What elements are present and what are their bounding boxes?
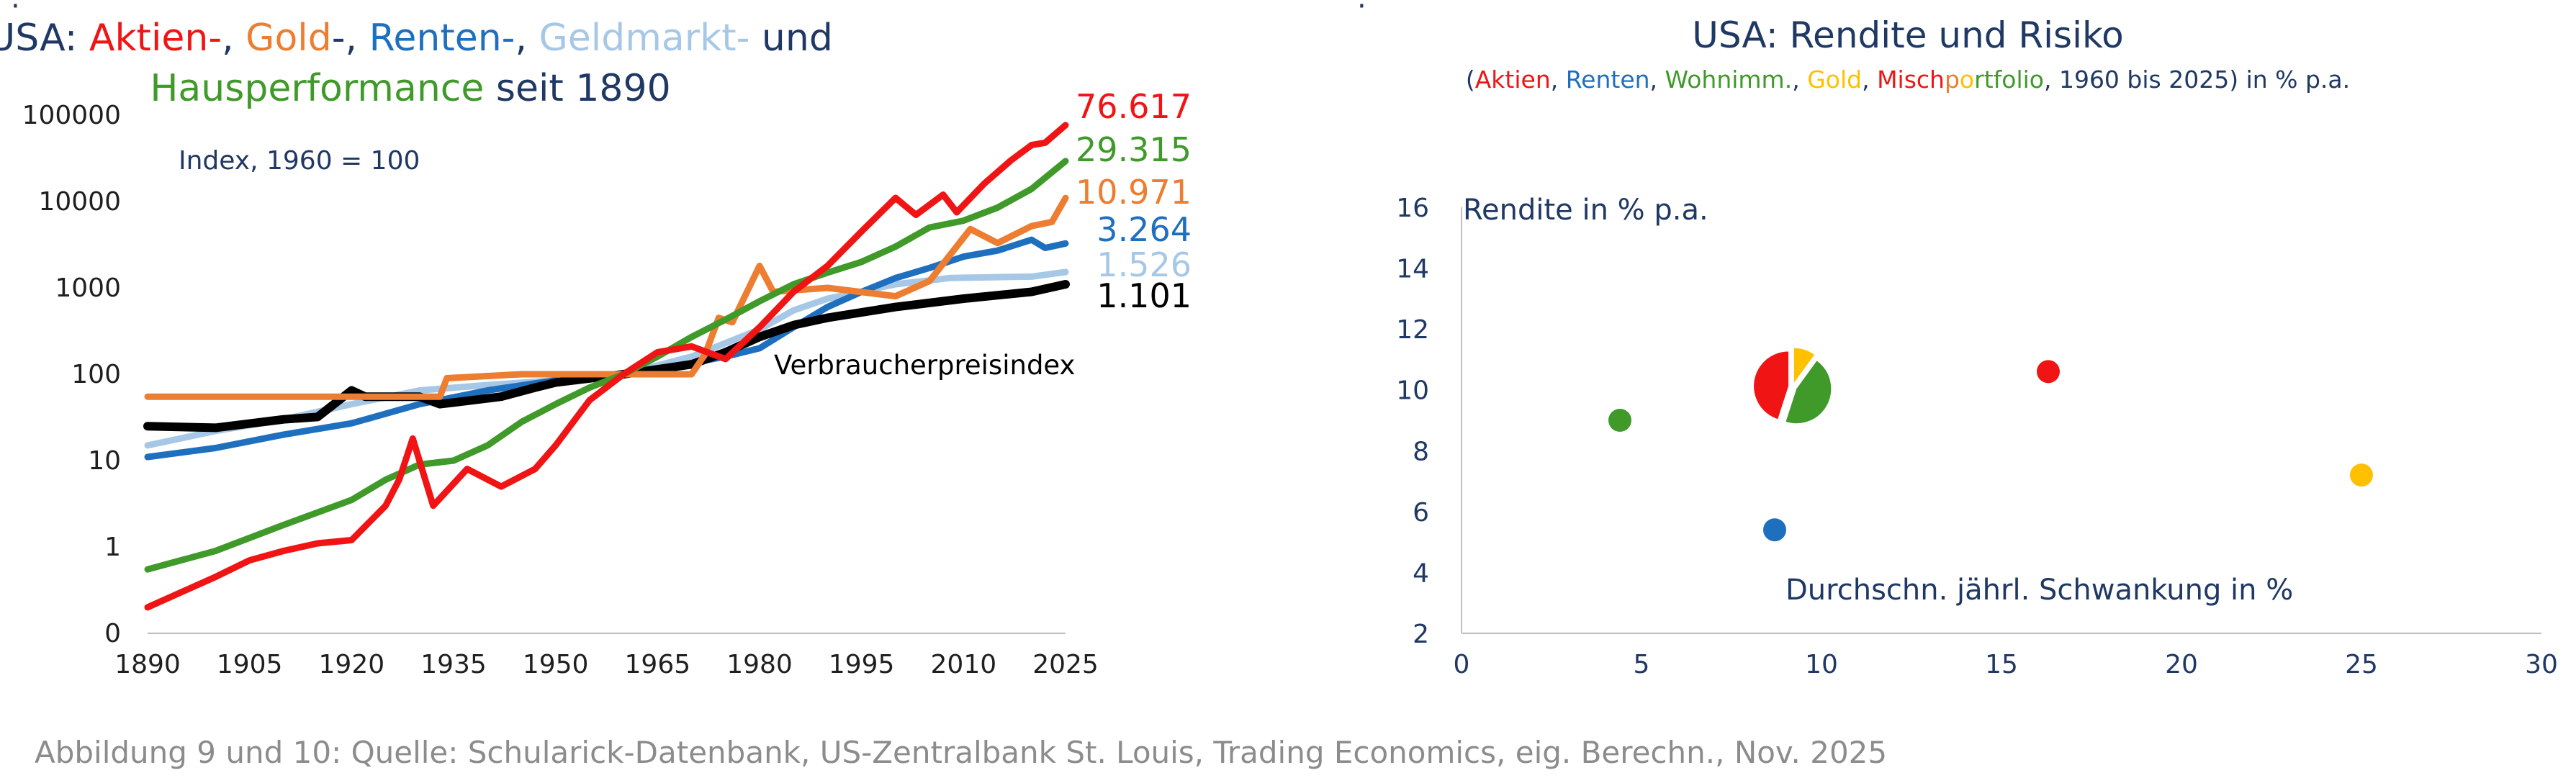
left-title-1-part-3: Gold xyxy=(246,17,332,60)
end-value-aktien: 76.617 xyxy=(1076,87,1192,126)
portfolio-slice-aktien xyxy=(1754,351,1789,420)
y-axis-label: Rendite in % p.a. xyxy=(1463,194,1708,227)
right-chart-subtitle: (Aktien, Renten, Wohnimm., Gold, Mischpo… xyxy=(1466,65,2350,94)
x-tick-label: 1995 xyxy=(829,650,895,679)
x-tick-label: 1980 xyxy=(726,650,793,679)
point-wohnimm xyxy=(1608,409,1631,432)
series-line-verbraucherpreisindex xyxy=(143,280,1070,433)
point-gold xyxy=(2350,463,2373,487)
left-chart-title-line1: USA: Aktien-, Gold-, Renten-, Geldmarkt-… xyxy=(0,17,833,60)
right-subtitle-part-2: , xyxy=(1551,65,1566,94)
x-tick-label: 2025 xyxy=(1032,650,1099,679)
right-subtitle-part-4: , xyxy=(1650,65,1665,94)
x-tick-label: 15 xyxy=(1985,650,2018,679)
x-tick-label: 5 xyxy=(1634,650,1650,679)
left-title-1-part-7: Geldmarkt- xyxy=(539,17,750,60)
left-title-1-part-6: , xyxy=(515,17,539,60)
right-subtitle-part-3: Renten xyxy=(1566,65,1650,94)
y-tick-label: 100000 xyxy=(22,101,121,130)
right-subtitle-part-12: rtfolio xyxy=(1974,65,2044,94)
left-title-1-part-1: Aktien- xyxy=(89,17,222,60)
x-tick-label: 1890 xyxy=(114,650,181,679)
y-tick-label: 1000 xyxy=(55,273,121,303)
right-subtitle-part-6: , xyxy=(1792,65,1807,94)
y-tick-label: 6 xyxy=(1413,498,1429,528)
left-title-1-part-0: USA: xyxy=(0,17,89,60)
cpi-label: Verbraucherpreisindex xyxy=(774,350,1075,381)
x-tick-label: 30 xyxy=(2525,650,2558,679)
y-tick-label: 14 xyxy=(1396,255,1429,284)
right-subtitle-part-11: o xyxy=(1960,65,1974,94)
x-tick-label: 1920 xyxy=(319,650,385,679)
series-line-renten xyxy=(144,236,1069,461)
corner-dot-left: · xyxy=(11,0,20,23)
x-axis-label: Durchschn. jährl. Schwankung in % xyxy=(1785,574,2293,607)
end-value-verbraucherpreisindex: 1.101 xyxy=(1096,276,1192,315)
series-line-wohnimmobilien xyxy=(144,158,1069,573)
right-subtitle-part-10: p xyxy=(1945,65,1960,94)
right-subtitle-part-9: Misch xyxy=(1877,65,1945,94)
y-tick-label: 8 xyxy=(1413,437,1429,466)
x-tick-label: 1965 xyxy=(625,650,691,679)
y-tick-label: 10 xyxy=(88,446,121,476)
y-tick-label: 10000 xyxy=(38,187,121,217)
series-line-gold xyxy=(144,194,1069,400)
x-tick-label: 1935 xyxy=(420,650,487,679)
index-annotation: Index, 1960 = 100 xyxy=(179,146,420,176)
portfolio-slice-gold xyxy=(1793,348,1815,383)
x-tick-label: 10 xyxy=(1805,650,1838,679)
y-tick-label: 16 xyxy=(1396,194,1429,223)
right-subtitle-part-8: , xyxy=(1862,65,1877,94)
series-line-aktien xyxy=(144,122,1069,611)
x-tick-label: 1905 xyxy=(217,650,283,679)
line-chart: · USA: Aktien-, Gold-, Renten-, Geldmark… xyxy=(0,0,1192,679)
corner-dot-right: · xyxy=(1357,0,1366,23)
right-subtitle-part-7: Gold xyxy=(1807,65,1862,94)
right-subtitle-part-1: Aktien xyxy=(1475,65,1551,94)
end-value-wohnimmobilien: 29.315 xyxy=(1076,130,1192,169)
left-title-1-part-8: und xyxy=(749,17,832,60)
portfolio-slice-wohnimm xyxy=(1785,361,1832,424)
left-title-2-part-0: Hausperformance xyxy=(150,67,484,110)
right-subtitle-part-13: , 1960 bis 2025) in % p.a. xyxy=(2044,65,2350,94)
y-tick-label: 2 xyxy=(1413,620,1429,649)
end-value-gold: 10.971 xyxy=(1076,173,1192,212)
x-tick-label: 25 xyxy=(2345,650,2378,679)
left-title-1-part-5: Renten- xyxy=(369,17,515,60)
end-value-geldmarkt: 1.526 xyxy=(1096,245,1192,284)
x-tick-label: 0 xyxy=(1454,650,1470,679)
right-subtitle-part-5: Wohnimm. xyxy=(1665,65,1793,94)
end-value-renten: 3.264 xyxy=(1096,210,1192,249)
right-chart-title: USA: Rendite und Risiko xyxy=(1692,14,2124,56)
scatter-chart: · USA: Rendite und Risiko (Aktien, Rente… xyxy=(1357,0,2558,679)
left-title-1-part-2: , xyxy=(222,17,246,60)
y-tick-label: 10 xyxy=(1396,376,1429,406)
x-tick-label: 2010 xyxy=(931,650,997,679)
left-title-1-part-4: -, xyxy=(332,17,369,60)
source-footnote: Abbildung 9 und 10: Quelle: Schularick-D… xyxy=(35,735,1887,770)
y-tick-label: 4 xyxy=(1413,558,1429,588)
right-subtitle-part-0: ( xyxy=(1466,65,1475,94)
x-tick-label: 20 xyxy=(2165,650,2198,679)
point-aktien xyxy=(2037,360,2060,384)
point-renten xyxy=(1763,518,1786,542)
y-tick-label: 1 xyxy=(104,533,121,562)
y-tick-label: 100 xyxy=(71,360,121,389)
left-title-2-part-1: seit 1890 xyxy=(484,67,670,110)
left-chart-title-line2: Hausperformance seit 1890 xyxy=(150,67,670,110)
y-tick-label: 0 xyxy=(104,619,121,648)
y-tick-label: 12 xyxy=(1396,315,1429,345)
x-tick-label: 1950 xyxy=(523,650,589,679)
